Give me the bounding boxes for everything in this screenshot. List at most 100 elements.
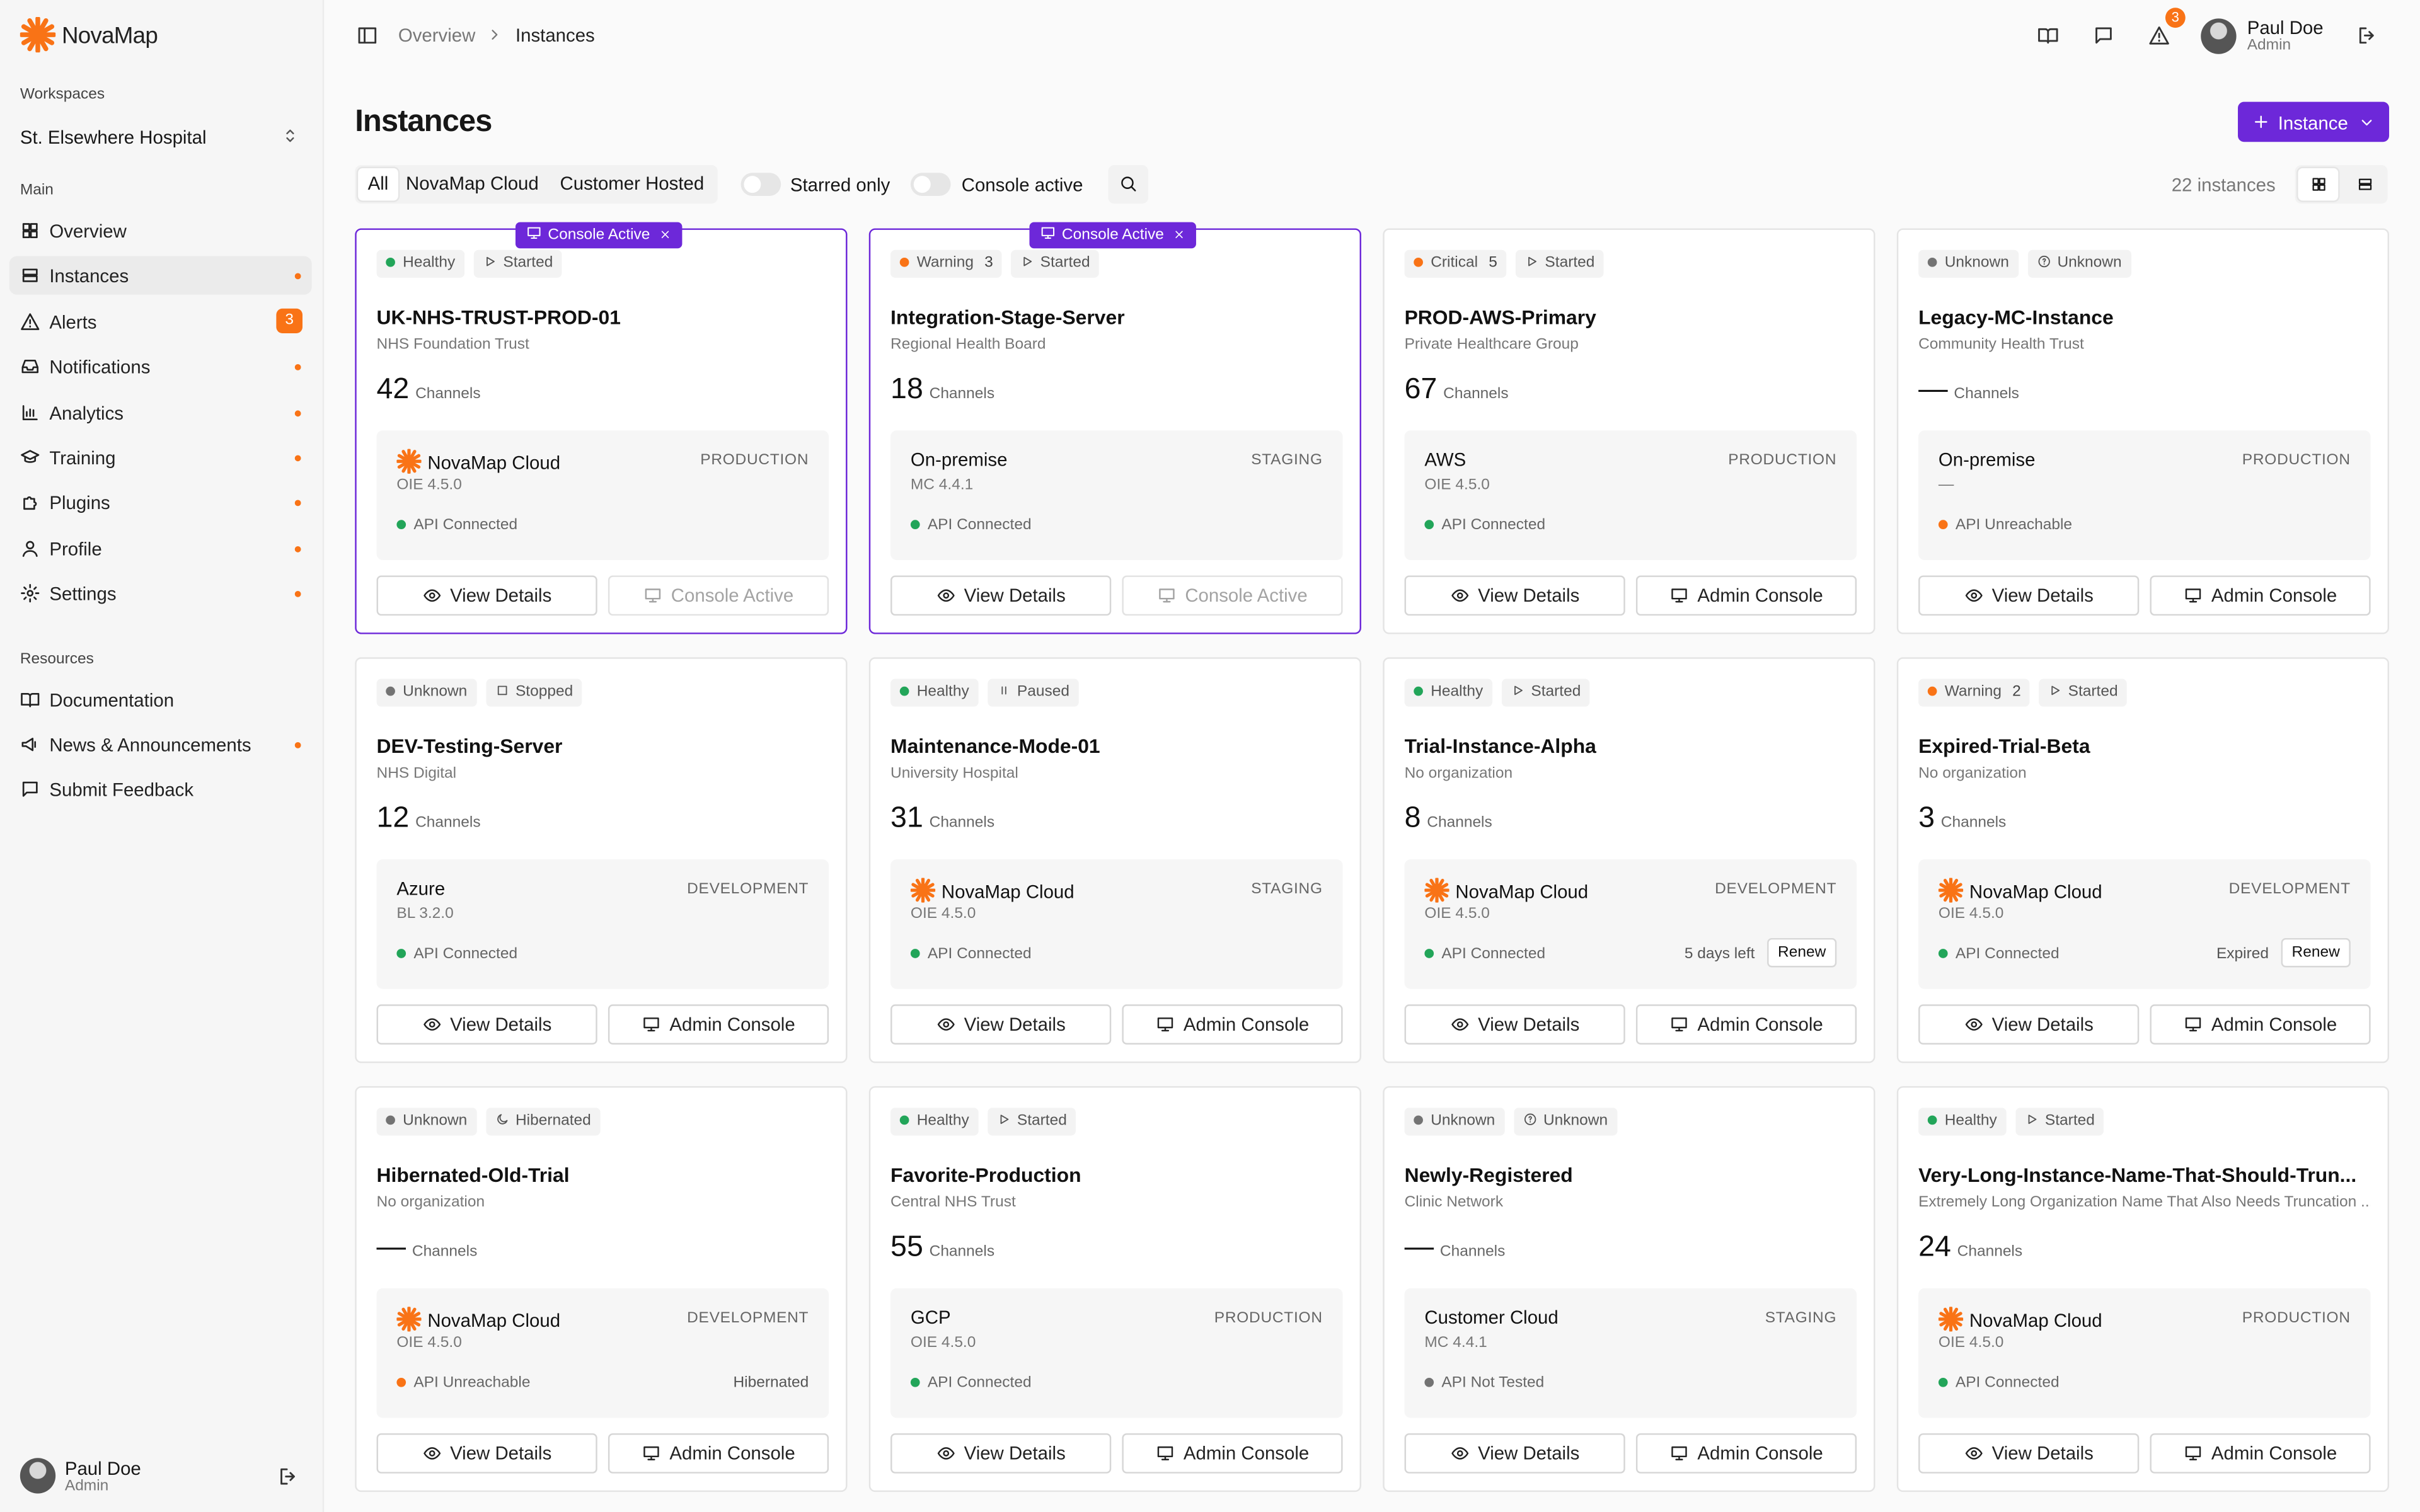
logout-button[interactable]	[278, 1466, 299, 1487]
view-details-button[interactable]: View Details	[1404, 575, 1625, 616]
header-icon-button[interactable]	[2148, 25, 2170, 46]
icon	[1158, 588, 1175, 603]
host-box: NovaMap Cloud DEVELOPMENT OIE 4.5.0 API Con…	[1918, 859, 2371, 989]
renew-button[interactable]: Renew	[2281, 937, 2351, 968]
api-label: API Not Tested	[1441, 1375, 1545, 1392]
host-name: NovaMap Cloud	[427, 1310, 561, 1332]
view-details-button[interactable]: View Details	[1404, 1433, 1625, 1474]
nav-item[interactable]: Plugins	[9, 483, 312, 522]
button-label: View Details	[1991, 1013, 2094, 1036]
channels: 18 Channels	[890, 374, 994, 408]
host-box: AWS PRODUCTION OIE 4.5.0 API Connected	[1404, 430, 1857, 560]
icon-path	[492, 30, 498, 40]
nav-item[interactable]: Submit Feedback	[9, 770, 312, 809]
logo-ray	[1429, 878, 1436, 888]
admin-console-button[interactable]: Admin Console	[1122, 1433, 1343, 1474]
view-details-button[interactable]: View Details	[376, 1004, 597, 1045]
status-dot	[386, 686, 395, 696]
logo-ray	[923, 878, 931, 888]
admin-console-button[interactable]: Admin Console	[2150, 1433, 2371, 1474]
filter-tab[interactable]: NovaMap Cloud	[406, 173, 539, 195]
nav-item[interactable]: Settings	[9, 574, 312, 612]
admin-console-button[interactable]: Admin Console	[1635, 575, 1857, 616]
status-badge: Unknown	[1404, 1108, 1505, 1136]
api-status: API Connected	[1424, 946, 1545, 963]
header-icon-button[interactable]	[2037, 25, 2059, 46]
nav-item[interactable]: Training	[9, 438, 312, 477]
nav-item[interactable]: Documentation	[9, 680, 312, 718]
icon	[662, 231, 669, 238]
view-details-button[interactable]: View Details	[376, 575, 597, 616]
logo-ray	[925, 891, 935, 898]
state-badge: Started	[1515, 249, 1605, 278]
admin-console-button[interactable]: Admin Console	[2150, 1004, 2371, 1045]
button-label: View Details	[1478, 585, 1580, 607]
renew-button[interactable]: Renew	[1767, 937, 1837, 968]
search-button[interactable]	[1108, 165, 1149, 204]
instance-org: No organization	[376, 1194, 485, 1211]
icon	[2254, 115, 2267, 129]
view-details-button[interactable]: View Details	[1404, 1004, 1625, 1045]
view-details-button[interactable]: View Details	[1918, 575, 2140, 616]
filter-tab[interactable]: Customer Hosted	[560, 173, 705, 195]
icon-path	[358, 27, 377, 44]
button-label: View Details	[1991, 585, 2094, 607]
logout-button[interactable]	[2357, 25, 2378, 46]
nav-item[interactable]: Alerts 3	[9, 302, 312, 341]
api-dot	[910, 1377, 920, 1387]
logo-core	[1944, 884, 1957, 896]
channel-label: Channels	[412, 1243, 478, 1261]
instance-org: No organization	[1918, 765, 2027, 782]
state-badge: Started	[1011, 249, 1100, 278]
breadcrumb-current: Instances	[515, 25, 595, 47]
admin-console-button[interactable]: Admin Console	[1635, 1004, 1857, 1045]
admin-console-button[interactable]: Admin Console	[608, 1004, 829, 1045]
icon-path	[21, 312, 40, 330]
host: On-premise	[1939, 449, 2036, 471]
header-icon-button[interactable]	[2093, 25, 2114, 46]
view-details-button[interactable]: View Details	[376, 1433, 597, 1474]
logo-ray	[911, 891, 921, 898]
environment: PRODUCTION	[2242, 1310, 2351, 1327]
grid-view-button[interactable]	[2298, 168, 2339, 201]
filter-tab[interactable]: All	[358, 168, 398, 201]
logo-ray	[1939, 891, 1949, 898]
version: —	[1938, 476, 1954, 494]
nav-item[interactable]: Overview	[9, 212, 312, 250]
icon	[423, 1447, 441, 1460]
breadcrumb-link[interactable]: Overview	[398, 25, 476, 47]
view-details-button[interactable]: View Details	[890, 1433, 1112, 1474]
admin-console-button[interactable]: Admin Console	[1122, 1004, 1343, 1045]
sidebar-toggle[interactable]	[357, 25, 378, 46]
channel-count: 3	[1918, 802, 1935, 835]
user-role: Admin	[2247, 37, 2291, 54]
instance-name: Maintenance-Mode-01	[890, 734, 1100, 758]
toggle-switch[interactable]	[910, 173, 951, 197]
list-view-button[interactable]	[2344, 168, 2385, 200]
nav-item[interactable]: Analytics	[9, 392, 312, 431]
nav-item[interactable]: Instances	[9, 256, 312, 295]
nav-item[interactable]: News & Announcements	[9, 725, 312, 764]
icon-path	[643, 1017, 659, 1032]
icon	[487, 256, 495, 266]
console-active-button: Console Active	[608, 575, 829, 616]
nav-item[interactable]: Profile	[9, 529, 312, 568]
view-details-button[interactable]: View Details	[890, 1004, 1112, 1045]
new-instance-button[interactable]: Instance	[2238, 101, 2390, 142]
view-details-button[interactable]: View Details	[890, 575, 1112, 616]
instance-org: Regional Health Board	[890, 336, 1046, 353]
icon-path	[1964, 1447, 1982, 1460]
icon-path	[1514, 685, 1523, 696]
admin-console-button[interactable]: Admin Console	[1635, 1433, 1857, 1474]
state-label: Stopped	[515, 683, 573, 701]
admin-console-button[interactable]: Admin Console	[608, 1433, 829, 1474]
icon-path	[1000, 1114, 1009, 1125]
workspace-select[interactable]: St. Elsewhere Hospital	[9, 117, 312, 156]
view-details-button[interactable]: View Details	[1918, 1433, 2140, 1474]
nav-item[interactable]: Notifications	[9, 347, 312, 386]
toggle-switch[interactable]	[740, 173, 781, 197]
view-details-button[interactable]: View Details	[1918, 1004, 2140, 1045]
icon-path	[1451, 1018, 1468, 1031]
icon-path	[22, 782, 38, 798]
admin-console-button[interactable]: Admin Console	[2150, 575, 2371, 616]
